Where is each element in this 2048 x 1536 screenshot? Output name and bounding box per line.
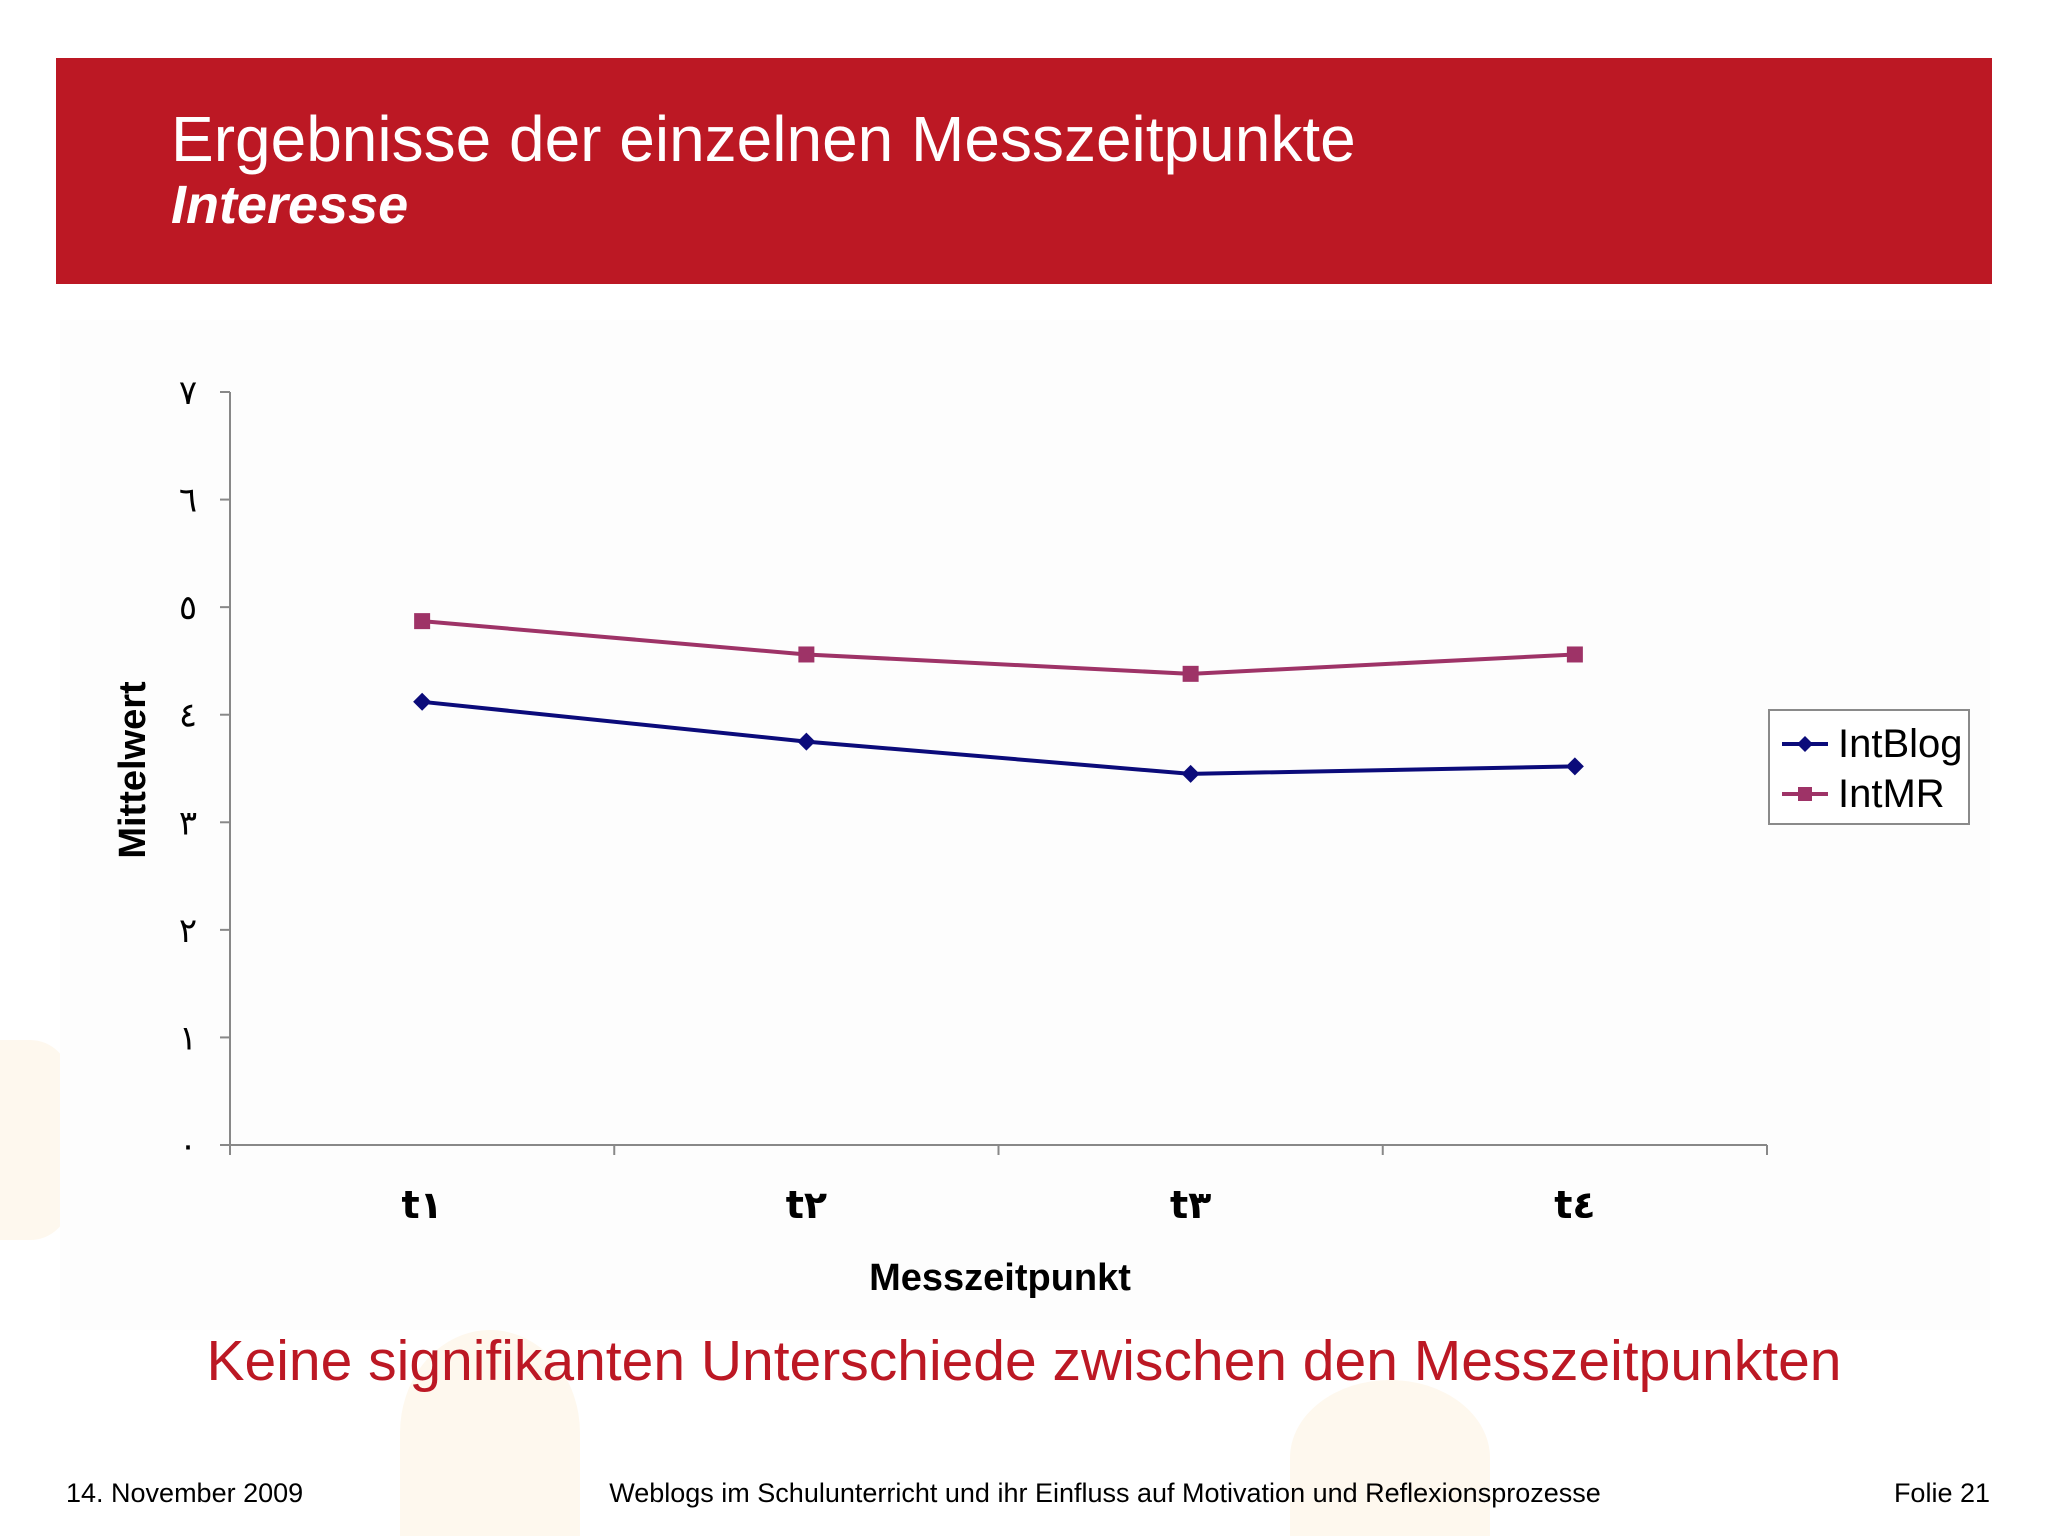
legend-marker-intmr [1782, 787, 1828, 801]
series-line-intblog [421, 699, 1575, 776]
data-point-intblog [1181, 764, 1200, 783]
background-decoration [400, 1330, 580, 1536]
series-markers [413, 613, 1584, 783]
data-point-intblog [797, 732, 816, 751]
footer-center-title: Weblogs im Schulunterricht und ihr Einfl… [609, 1478, 1601, 1508]
y-tick-label: ٣ [179, 803, 197, 843]
chart-panel [60, 320, 1990, 1330]
y-tick-label: ٤ [179, 696, 197, 736]
y-tick-label: ٢ [179, 911, 197, 951]
y-tick-labels: ٠ ١ ٢ ٣ ٤ ٥ ٦ ٧ [179, 373, 197, 1166]
x-tick-label: t٢ [786, 1183, 827, 1227]
slide-title: Ergebnisse der einzelnen Messzeitpunkte [171, 103, 1356, 175]
background-decoration [0, 1040, 70, 1240]
legend-marker-intblog [1782, 736, 1828, 752]
y-tick-label: ٥ [179, 588, 197, 628]
y-tick-label: ٠ [179, 1126, 197, 1166]
legend-label-intblog: IntBlog [1838, 721, 1963, 766]
title-banner: Ergebnisse der einzelnen Messzeitpunkte … [56, 58, 1992, 284]
footer-date: 14. November 2009 [66, 1478, 304, 1508]
slide-subtitle: Interesse [171, 175, 409, 235]
data-point-intblog [413, 692, 432, 711]
x-tick-label: t١ [401, 1183, 442, 1227]
x-tick-labels: t١ t٢ t٣ t٤ [401, 1183, 1595, 1227]
legend-item-intmr: IntMR [1782, 769, 1945, 819]
data-point-intmr [414, 613, 431, 630]
data-point-intmr [1182, 665, 1199, 682]
legend-item-intblog: IntBlog [1782, 719, 1963, 769]
data-point-intblog [1565, 757, 1584, 776]
y-axis-label: Mittelwert [112, 681, 154, 859]
chart-axes [220, 391, 1768, 1155]
x-axis-label: Messzeitpunkt [869, 1257, 1131, 1299]
y-tick-label: ١ [179, 1018, 197, 1058]
conclusion-text: Keine signifikanten Unterschiede zwische… [206, 1329, 1842, 1393]
data-point-intmr [798, 646, 815, 663]
y-tick-label: ٦ [179, 481, 197, 521]
footer-page-number: Folie 21 [1893, 1478, 1990, 1508]
background-decoration [1290, 1380, 1490, 1536]
x-tick-label: t٤ [1554, 1183, 1595, 1227]
y-tick-label: ٧ [179, 373, 197, 413]
series-lines [421, 619, 1575, 776]
legend-label-intmr: IntMR [1838, 771, 1945, 816]
chart-legend: IntBlog IntMR [1768, 709, 1970, 825]
x-tick-label: t٣ [1170, 1183, 1211, 1227]
data-point-intmr [1566, 646, 1583, 663]
series-line-intmr [421, 619, 1575, 676]
